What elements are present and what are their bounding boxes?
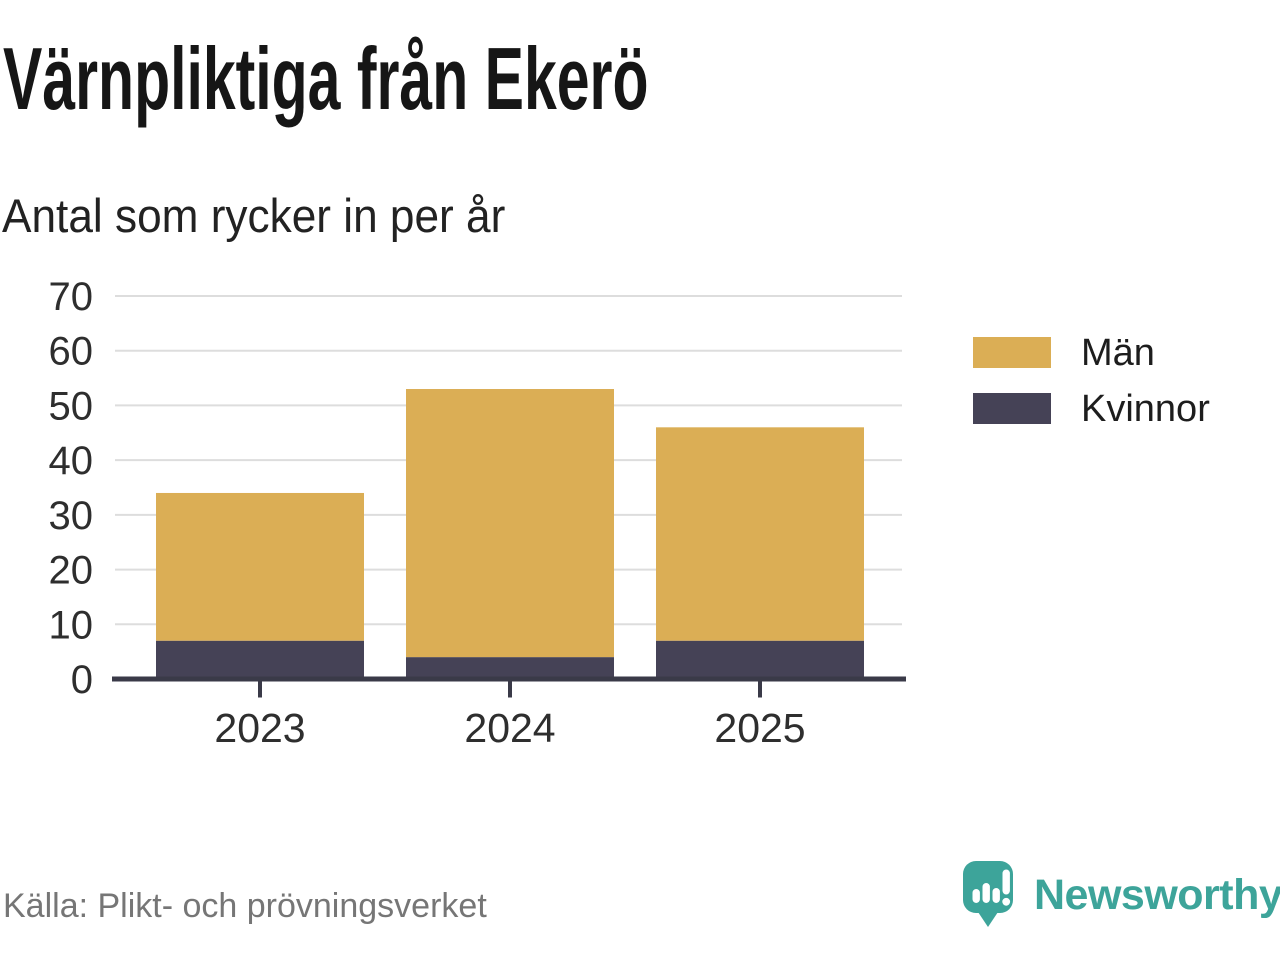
y-tick-label: 10: [49, 603, 94, 647]
legend-label-men: Män: [1081, 331, 1155, 374]
bar-segment-kvinnor-2024: [406, 657, 614, 679]
y-tick-label: 0: [71, 658, 93, 702]
chart-legend: Män Kvinnor: [973, 334, 1210, 449]
y-tick-label: 30: [49, 494, 94, 538]
legend-item-women: Kvinnor: [973, 390, 1210, 428]
y-tick-label: 60: [49, 330, 94, 374]
y-tick-label: 20: [49, 549, 94, 593]
newsworthy-logo: Newsworthy: [963, 861, 1280, 929]
bar-segment-kvinnor-2025: [656, 640, 864, 679]
y-tick-label: 70: [49, 275, 94, 319]
men-color-swatch: [973, 337, 1051, 368]
page-title: Värnpliktiga från Ekerö: [3, 29, 649, 128]
chart-subtitle: Antal som rycker in per år: [2, 189, 506, 242]
legend-label-women: Kvinnor: [1081, 387, 1210, 430]
bar-segment-män-2025: [656, 427, 864, 641]
bar-segment-män-2023: [156, 492, 364, 641]
x-tick-label: 2024: [464, 705, 555, 751]
legend-item-men: Män: [973, 334, 1210, 372]
bar-chart-speech-bubble-icon: [963, 861, 1013, 927]
stacked-bar-chart: 2023 2024 2025 0 10 20 30 40 50 60 70: [49, 275, 906, 751]
x-tick-label: 2023: [214, 705, 305, 751]
bar-segment-kvinnor-2023: [156, 640, 364, 679]
women-color-swatch: [973, 393, 1051, 424]
y-tick-label: 50: [49, 384, 94, 428]
brand-name: Newsworthy: [1034, 871, 1280, 919]
source-attribution: Källa: Plikt- och prövningsverket: [3, 887, 487, 925]
bar-segment-män-2024: [406, 389, 614, 658]
x-tick-label: 2025: [714, 705, 805, 751]
y-tick-label: 40: [49, 439, 94, 483]
